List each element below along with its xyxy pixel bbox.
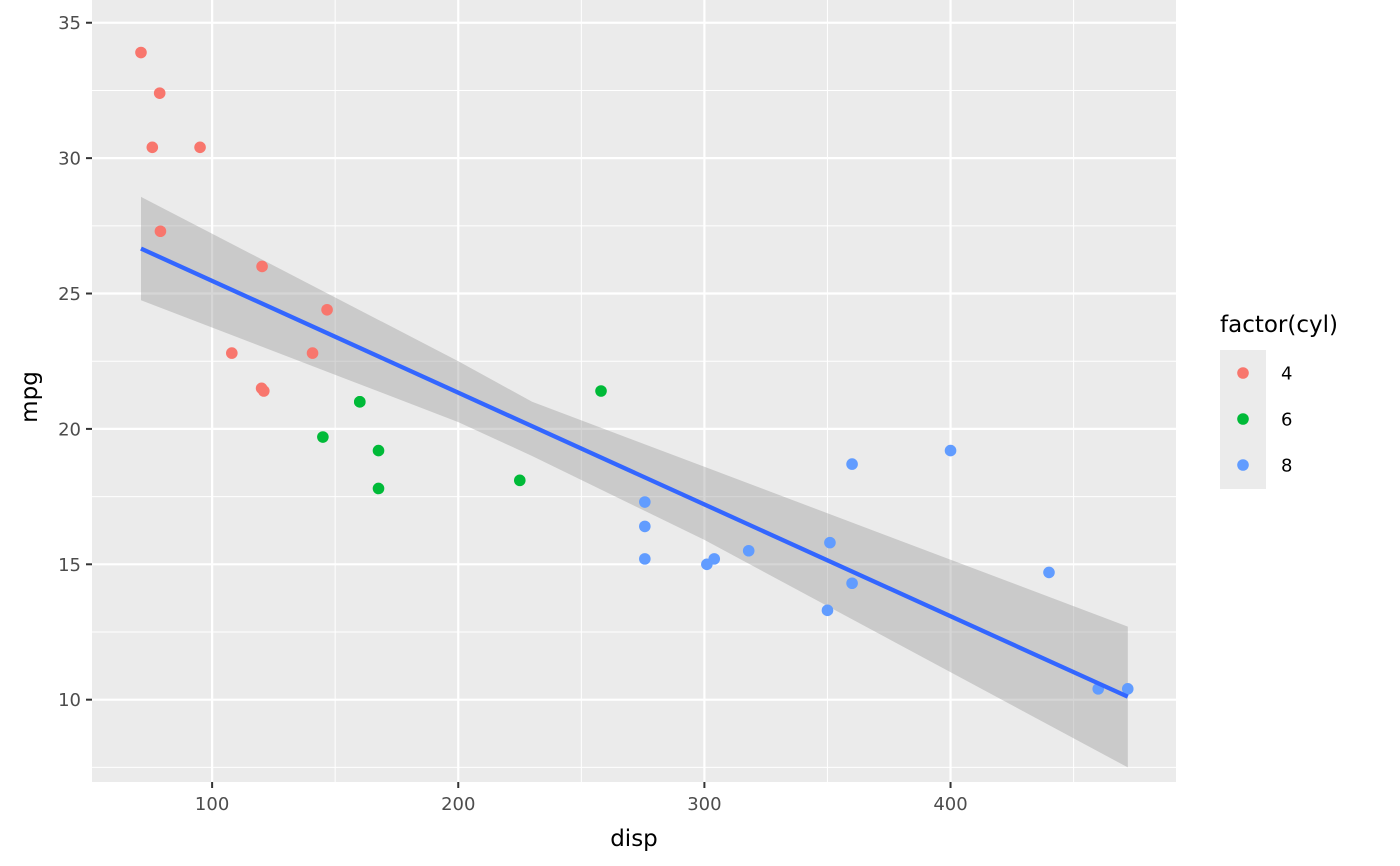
- grid-major: [92, 0, 1176, 782]
- x-axis: 100 200 300 400: [195, 782, 968, 815]
- confidence-band: [141, 196, 1128, 768]
- legend-label-cyl-4: 4: [1281, 364, 1292, 385]
- x-tick-label: 300: [687, 794, 721, 815]
- data-point-cyl-6: [513, 474, 526, 487]
- y-tick-label: 30: [58, 149, 81, 170]
- data-point-cyl-4: [321, 303, 333, 316]
- legend-key-cyl-4: [1237, 367, 1249, 379]
- data-point-cyl-4: [194, 141, 206, 154]
- y-axis: 10 15 20 25 30 35: [58, 13, 92, 711]
- legend-title: factor(cyl): [1220, 312, 1338, 338]
- y-axis-title: mpg: [17, 371, 43, 423]
- y-tick-label: 35: [58, 13, 81, 34]
- data-point-cyl-8: [701, 558, 713, 571]
- confidence-band-layer: [141, 196, 1128, 768]
- data-point-cyl-8: [639, 553, 651, 565]
- data-point-cyl-6: [354, 396, 366, 408]
- data-point-cyl-8: [944, 444, 957, 457]
- data-point-cyl-8: [639, 496, 651, 508]
- data-point-cyl-4: [135, 46, 147, 59]
- data-point-cyl-8: [821, 604, 834, 617]
- y-tick-label: 25: [58, 284, 81, 305]
- plot-panel: [92, 0, 1176, 782]
- data-point-cyl-8: [846, 577, 858, 590]
- regression-line: [140, 246, 1129, 699]
- grid-minor: [92, 0, 1176, 782]
- data-point-cyl-8: [639, 520, 651, 533]
- data-point-cyl-4: [306, 347, 319, 359]
- legend-label-cyl-8: 8: [1281, 456, 1292, 477]
- y-tick-label: 15: [58, 555, 81, 576]
- points-layer: [135, 46, 1134, 695]
- data-point-cyl-8: [1043, 566, 1055, 579]
- data-point-cyl-4: [226, 347, 238, 359]
- data-point-cyl-8: [824, 536, 836, 549]
- data-point-cyl-6: [372, 482, 385, 495]
- regression-line-layer: [140, 246, 1129, 699]
- data-point-cyl-6: [595, 385, 607, 397]
- data-point-cyl-8: [742, 544, 755, 557]
- data-point-cyl-4: [258, 385, 270, 397]
- data-point-cyl-4: [146, 141, 159, 154]
- data-point-cyl-6: [372, 444, 385, 457]
- data-point-cyl-4: [154, 225, 167, 238]
- x-tick-label: 100: [195, 794, 229, 815]
- legend-entries: 4 6 8: [1237, 364, 1292, 477]
- data-point-cyl-4: [153, 87, 166, 99]
- legend-key-cyl-8: [1237, 459, 1249, 471]
- x-axis-title: disp: [610, 826, 658, 852]
- data-point-cyl-4: [256, 260, 268, 273]
- legend-key-cyl-6: [1237, 413, 1249, 425]
- x-tick-label: 400: [933, 794, 967, 815]
- data-point-cyl-8: [1121, 683, 1134, 695]
- legend: factor(cyl) 4 6 8: [1220, 312, 1338, 489]
- y-tick-label: 10: [58, 690, 81, 711]
- y-tick-label: 20: [58, 419, 81, 440]
- x-tick-label: 200: [441, 794, 475, 815]
- data-point-cyl-6: [317, 431, 329, 443]
- data-point-cyl-8: [846, 458, 858, 470]
- legend-label-cyl-6: 6: [1281, 410, 1292, 431]
